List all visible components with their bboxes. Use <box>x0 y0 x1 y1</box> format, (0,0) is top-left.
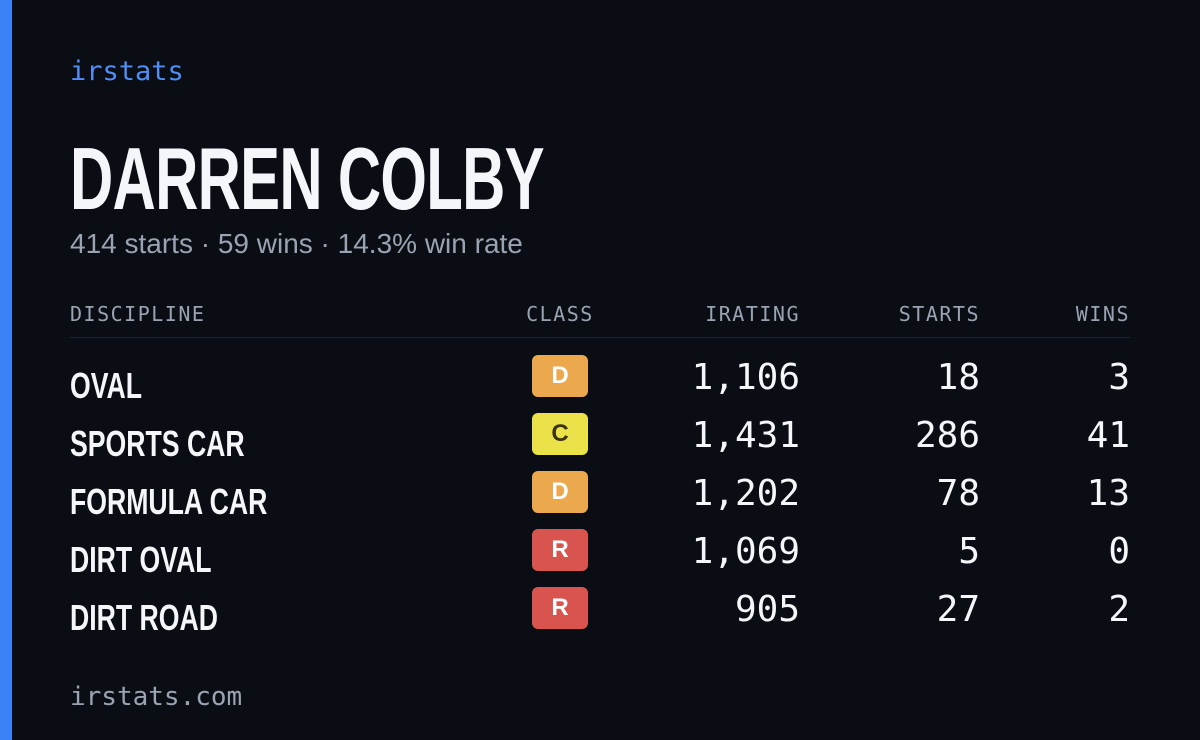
starts-value: 5 <box>958 531 980 572</box>
discipline: SPORTS CAR <box>70 423 245 464</box>
class-badge: R <box>532 587 588 629</box>
wins-value: 2 <box>1108 589 1130 630</box>
wins-value: 41 <box>1086 415 1130 456</box>
discipline: OVAL <box>70 365 143 406</box>
irating-value: 1,431 <box>691 415 800 456</box>
column-header: STARTS <box>898 302 980 326</box>
starts-value: 18 <box>936 357 980 398</box>
class-badge: D <box>532 471 588 513</box>
accent-bar <box>0 0 12 740</box>
class-badge: R <box>532 529 588 571</box>
starts-value: 27 <box>936 589 980 630</box>
class-badge: C <box>532 413 588 455</box>
column-header: IRATING <box>705 302 800 326</box>
discipline: FORMULA CAR <box>70 481 268 522</box>
column-header: CLASS <box>526 302 594 326</box>
irating-value: 1,202 <box>691 473 800 514</box>
discipline: DIRT ROAD <box>70 597 218 638</box>
irating-value: 1,106 <box>691 357 800 398</box>
wins-value: 13 <box>1086 473 1130 514</box>
discipline: DIRT OVAL <box>70 539 212 580</box>
wins-value: 3 <box>1108 357 1130 398</box>
header-rule <box>70 337 1130 338</box>
brand: irstats <box>70 56 184 87</box>
driver-summary: 414 starts · 59 wins · 14.3% win rate <box>70 228 523 259</box>
irating-value: 1,069 <box>691 531 800 572</box>
wins-value: 0 <box>1108 531 1130 572</box>
footer: irstats.com <box>70 682 243 712</box>
driver-name: DARREN COLBY <box>70 129 545 228</box>
class-badge: D <box>532 355 588 397</box>
starts-value: 78 <box>936 473 980 514</box>
starts-value: 286 <box>914 415 980 456</box>
column-header: DISCIPLINE <box>70 302 206 326</box>
irating-value: 905 <box>734 589 800 630</box>
column-header: WINS <box>1075 302 1130 326</box>
